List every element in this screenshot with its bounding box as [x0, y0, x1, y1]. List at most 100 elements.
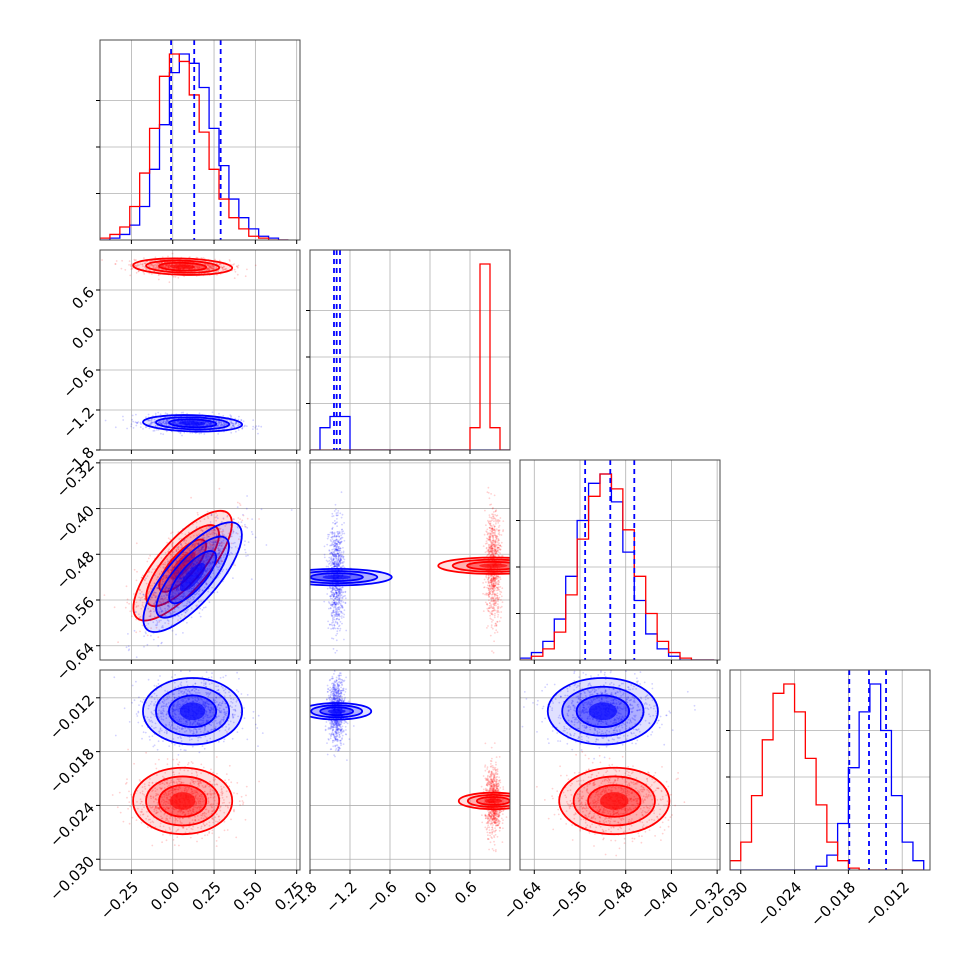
- scatter-point: [157, 267, 160, 270]
- scatter-point: [200, 257, 203, 259]
- scatter-point: [238, 423, 240, 426]
- scatter-point: [488, 526, 491, 529]
- scatter-point: [136, 422, 139, 424]
- scatter-point: [222, 424, 225, 427]
- scatter-point: [163, 420, 166, 423]
- scatter-point: [167, 265, 170, 268]
- scatter-point: [130, 423, 133, 425]
- scatter-point: [218, 412, 220, 415]
- scatter-point: [490, 578, 492, 581]
- scatter-point: [200, 546, 203, 549]
- scatter-point: [205, 422, 208, 425]
- scatter-point: [157, 278, 160, 281]
- scatter-point: [216, 274, 218, 276]
- scatter-point: [172, 422, 175, 425]
- scatter-point: [482, 610, 485, 612]
- series_a-histogram: [310, 263, 510, 450]
- scatter-point: [135, 413, 137, 416]
- scatter-point: [147, 557, 150, 560]
- scatter-point: [204, 421, 207, 423]
- scatter-point: [134, 264, 137, 267]
- scatter-point: [167, 622, 170, 625]
- scatter-point: [497, 611, 500, 614]
- scatter-point: [176, 423, 179, 426]
- scatter-point: [234, 270, 237, 273]
- scatter-point: [176, 423, 179, 426]
- scatter-point: [221, 267, 224, 269]
- scatter-point: [208, 424, 211, 426]
- scatter-point: [154, 594, 157, 597]
- scatter-point: [165, 423, 168, 426]
- scatter-point: [135, 264, 138, 267]
- scatter-point: [191, 263, 194, 266]
- scatter-point: [180, 537, 183, 540]
- scatter-point: [495, 552, 497, 555]
- scatter-point: [197, 266, 200, 268]
- scatter-point: [501, 601, 504, 603]
- scatter-point: [172, 422, 175, 425]
- scatter-point: [491, 590, 493, 593]
- scatter-point: [485, 581, 487, 583]
- scatter-point: [114, 263, 117, 265]
- scatter-point: [194, 544, 197, 547]
- scatter-point: [162, 264, 165, 267]
- scatter-point: [162, 598, 165, 601]
- scatter-point: [202, 266, 205, 269]
- scatter-point: [168, 424, 171, 427]
- scatter-point: [245, 526, 247, 528]
- scatter-point: [180, 424, 183, 426]
- scatter-point: [494, 529, 497, 532]
- scatter-point: [491, 517, 494, 520]
- scatter-point: [165, 265, 167, 267]
- scatter-point: [212, 529, 214, 532]
- scatter-point: [157, 636, 160, 639]
- scatter-point: [186, 621, 188, 624]
- scatter-point: [206, 423, 209, 426]
- scatter-point: [489, 607, 492, 609]
- scatter-point: [218, 552, 221, 554]
- scatter-point: [139, 599, 142, 602]
- scatter-point: [247, 554, 249, 557]
- scatter-point: [498, 542, 500, 545]
- scatter-point: [220, 423, 223, 426]
- scatter-point: [225, 423, 228, 426]
- scatter-point: [497, 575, 499, 578]
- scatter-point: [207, 267, 209, 270]
- scatter-point: [206, 421, 209, 424]
- density-contours: [142, 414, 244, 433]
- scatter-point: [146, 560, 149, 563]
- series_b-histogram: [730, 683, 925, 870]
- scatter-point: [229, 419, 232, 422]
- scatter-point: [494, 601, 497, 603]
- scatter-point: [135, 542, 138, 545]
- scatter-point: [151, 422, 154, 424]
- scatter-point: [196, 267, 199, 270]
- series_b-histogram: [100, 53, 289, 240]
- scatter-point: [207, 525, 210, 527]
- scatter-point: [171, 531, 174, 534]
- scatter-point: [494, 612, 496, 615]
- scatter-point: [231, 422, 234, 424]
- scatter-point: [154, 412, 157, 415]
- scatter-point: [502, 520, 505, 522]
- scatter-point: [486, 584, 489, 587]
- scatter-point: [135, 421, 138, 424]
- scatter-point: [197, 266, 200, 269]
- scatter-point: [149, 263, 152, 266]
- scatter-point: [489, 602, 491, 604]
- scatter-point: [223, 268, 226, 271]
- scatter-point: [165, 422, 168, 425]
- scatter-point: [234, 423, 237, 426]
- scatter-point: [144, 426, 147, 429]
- scatter-point: [499, 606, 502, 609]
- scatter-point: [234, 417, 237, 420]
- scatter-point: [169, 538, 172, 541]
- scatter-point: [210, 265, 213, 267]
- scatter-point: [486, 607, 489, 610]
- scatter-point: [154, 267, 157, 269]
- scatter-point: [254, 536, 257, 539]
- scatter-point: [135, 631, 138, 634]
- density-fill: [479, 563, 508, 568]
- contour-line: [168, 418, 218, 429]
- scatter-point: [212, 548, 215, 551]
